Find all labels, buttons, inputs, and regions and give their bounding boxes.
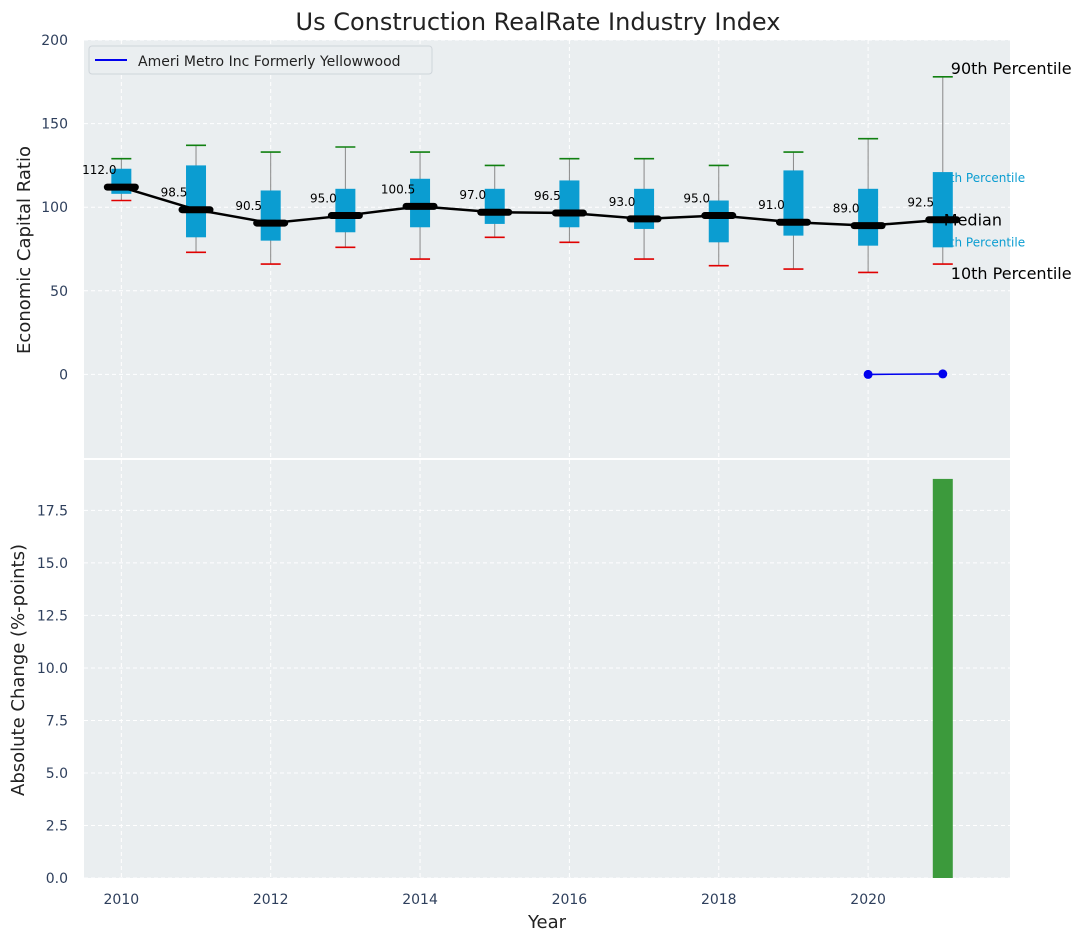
median-value-label: 91.0 xyxy=(758,198,785,212)
bottom-y-tick-label: 5.0 xyxy=(46,766,68,782)
iqr-box xyxy=(634,188,655,229)
median-value-label: 95.0 xyxy=(310,192,337,206)
top-y-tick-label: 150 xyxy=(41,117,68,133)
x-tick-label: 2010 xyxy=(104,892,140,908)
bottom-y-tick-label: 10.0 xyxy=(37,661,68,677)
bottom-y-axis-label: Absolute Change (%-points) xyxy=(8,544,29,796)
iqr-box xyxy=(335,188,356,233)
x-tick-label: 2020 xyxy=(850,892,886,908)
x-tick-label: 2012 xyxy=(253,892,289,908)
p90-annotation: 90th Percentile xyxy=(951,59,1072,78)
top-y-tick-label: 100 xyxy=(41,200,68,216)
median-value-label: 93.0 xyxy=(609,195,636,209)
x-tick-label: 2014 xyxy=(402,892,438,908)
median-value-label: 96.5 xyxy=(534,189,561,203)
iqr-box xyxy=(783,170,804,236)
x-tick-label: 2016 xyxy=(552,892,588,908)
top-y-tick-label: 0 xyxy=(59,367,68,383)
bottom-y-tick-label: 12.5 xyxy=(37,608,68,624)
top-y-ticks: 0 50 100 150 200 xyxy=(41,33,68,383)
iqr-box xyxy=(708,200,729,243)
median-annotation: Median xyxy=(944,211,1002,230)
company-point xyxy=(863,369,873,379)
company-point xyxy=(938,369,948,379)
iqr-box xyxy=(932,172,953,248)
iqr-box xyxy=(484,188,505,224)
median-value-label: 89.0 xyxy=(833,202,860,216)
x-tick-label: 2018 xyxy=(701,892,737,908)
top-y-tick-label: 200 xyxy=(41,33,68,49)
bottom-y-tick-label: 0.0 xyxy=(46,871,68,887)
top-gridlines xyxy=(84,39,1010,458)
bottom-gridlines xyxy=(84,460,1010,879)
median-value-label: 98.5 xyxy=(161,186,188,200)
bottom-y-tick-label: 2.5 xyxy=(46,818,68,834)
bottom-y-tick-label: 7.5 xyxy=(46,713,68,729)
bottom-plot-area xyxy=(84,460,1010,878)
legend: Ameri Metro Inc Formerly Yellowwood xyxy=(88,45,433,75)
median-value-label: 112.0 xyxy=(82,163,116,177)
median-value-label: 90.5 xyxy=(235,199,262,213)
bottom-y-tick-label: 17.5 xyxy=(37,503,68,519)
median-value-label: 97.0 xyxy=(459,188,486,202)
bottom-y-tick-label: 15.0 xyxy=(37,556,68,572)
box-plot-group xyxy=(111,75,953,274)
bar-group xyxy=(932,478,953,878)
iqr-box xyxy=(186,165,207,238)
legend-box xyxy=(88,45,433,75)
iqr-box xyxy=(559,180,580,228)
top-y-axis-label: Economic Capital Ratio xyxy=(14,146,35,354)
median-value-label: 100.5 xyxy=(381,182,415,196)
chart-title: Us Construction RealRate Industry Index xyxy=(296,8,781,36)
x-ticks: 2010 2012 2014 2016 2018 2020 xyxy=(104,892,886,908)
change-bar xyxy=(932,478,953,878)
company-line xyxy=(868,373,943,376)
median-value-label: 95.0 xyxy=(683,192,710,206)
iqr-box xyxy=(260,190,281,241)
top-plot-area xyxy=(84,40,1010,458)
legend-label: Ameri Metro Inc Formerly Yellowwood xyxy=(138,54,401,70)
q3-annotation: th Percentile xyxy=(950,171,1025,185)
top-y-tick-label: 50 xyxy=(50,284,68,300)
median-value-label: 92.5 xyxy=(907,196,934,210)
company-series-group xyxy=(863,369,948,379)
iqr-box xyxy=(858,188,879,246)
p10-annotation: 10th Percentile xyxy=(951,264,1072,283)
top-panel: 0 50 100 150 200 Economic Capital Ratio 112.… xyxy=(14,33,1072,458)
bottom-panel: 0.02.55.07.510.012.515.017.5 2010 2012 201… xyxy=(8,460,1010,933)
percentile-annotations: 90th Percentile th Percentile Median th Per… xyxy=(944,59,1072,283)
median-line-group: 112.0 98.5 90.5 95.0 100.5 97.0 96.5 93.0 95.0 91… xyxy=(82,163,961,230)
x-axis-label: Year xyxy=(527,912,567,933)
q1-annotation: th Percentile xyxy=(950,235,1025,249)
bottom-y-ticks: 0.0 2.5 5.0 7.5 10.0 12.5 15.0 17.5 xyxy=(37,503,68,887)
